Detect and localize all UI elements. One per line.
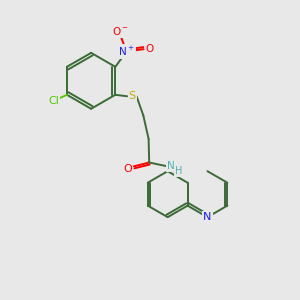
Text: N: N [203,212,211,222]
Text: N: N [167,161,174,171]
Text: H: H [175,166,182,176]
Text: Cl: Cl [48,96,59,106]
Text: O: O [124,164,132,174]
Text: N$^+$: N$^+$ [118,45,135,58]
Text: S: S [129,91,136,101]
Text: O$^-$: O$^-$ [112,25,128,37]
Text: O: O [146,44,154,54]
